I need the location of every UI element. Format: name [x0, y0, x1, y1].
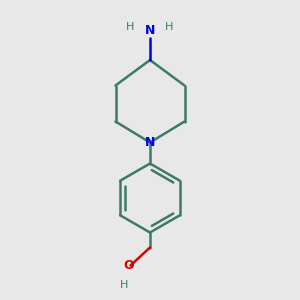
Text: H: H — [165, 22, 174, 32]
Text: O: O — [124, 259, 134, 272]
Text: N: N — [145, 24, 155, 37]
Text: H: H — [126, 22, 135, 32]
Text: H: H — [120, 280, 129, 290]
Text: N: N — [145, 136, 155, 149]
